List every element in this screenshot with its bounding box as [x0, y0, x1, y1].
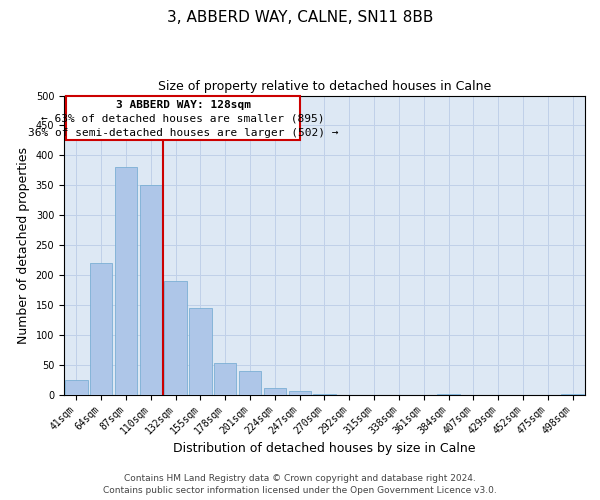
- Text: Contains HM Land Registry data © Crown copyright and database right 2024.
Contai: Contains HM Land Registry data © Crown c…: [103, 474, 497, 495]
- FancyBboxPatch shape: [67, 96, 299, 140]
- Bar: [289, 391, 311, 394]
- X-axis label: Distribution of detached houses by size in Calne: Distribution of detached houses by size …: [173, 442, 476, 455]
- Bar: [189, 308, 212, 394]
- Y-axis label: Number of detached properties: Number of detached properties: [17, 146, 30, 344]
- Bar: [65, 380, 88, 394]
- Text: 3, ABBERD WAY, CALNE, SN11 8BB: 3, ABBERD WAY, CALNE, SN11 8BB: [167, 10, 433, 25]
- Bar: [90, 263, 112, 394]
- Text: ← 63% of detached houses are smaller (895): ← 63% of detached houses are smaller (89…: [41, 114, 325, 124]
- Bar: [214, 363, 236, 394]
- Bar: [115, 168, 137, 394]
- Bar: [140, 186, 162, 394]
- Bar: [263, 388, 286, 394]
- Bar: [164, 281, 187, 394]
- Text: 36% of semi-detached houses are larger (502) →: 36% of semi-detached houses are larger (…: [28, 128, 338, 138]
- Text: 3 ABBERD WAY: 128sqm: 3 ABBERD WAY: 128sqm: [116, 100, 251, 110]
- Bar: [239, 371, 261, 394]
- Title: Size of property relative to detached houses in Calne: Size of property relative to detached ho…: [158, 80, 491, 93]
